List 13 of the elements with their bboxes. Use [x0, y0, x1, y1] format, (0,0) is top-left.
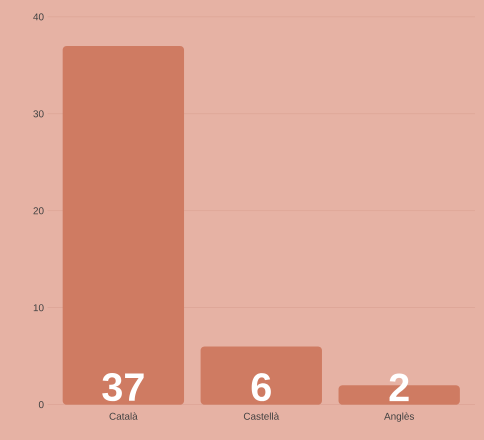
data-label: 37 — [102, 372, 144, 401]
y-tick-label: 20 — [33, 207, 44, 214]
y-tick-label: 40 — [33, 13, 44, 20]
y-tick-label: 0 — [38, 400, 44, 408]
y-tick-label: 10 — [34, 304, 44, 311]
bar — [200, 346, 322, 404]
bar — [62, 46, 184, 404]
x-tick-label: Anglès — [384, 412, 414, 422]
y-tick-label: 30 — [33, 110, 44, 118]
data-label: 6 — [252, 372, 271, 401]
x-tick-label: Castellà — [244, 412, 280, 420]
x-tick-label: Català — [110, 412, 138, 420]
data-label: 2 — [390, 373, 409, 401]
